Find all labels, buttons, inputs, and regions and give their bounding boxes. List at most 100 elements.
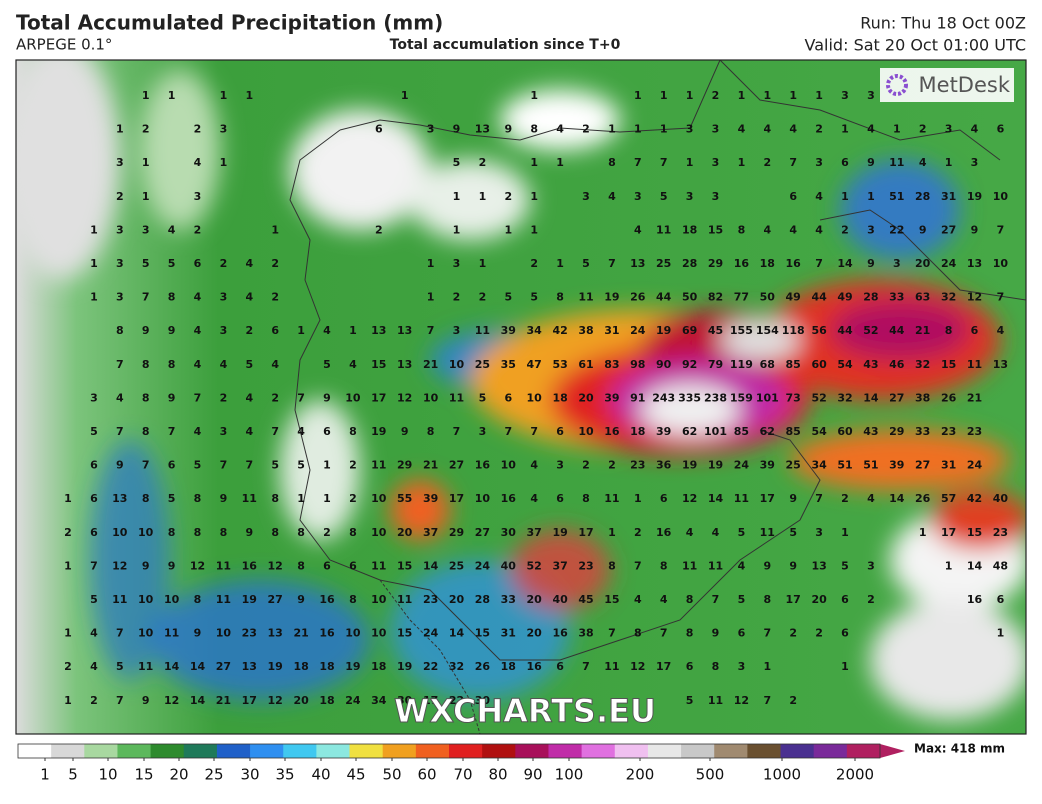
grid-value: 33 <box>889 291 904 304</box>
grid-value: 14 <box>889 492 905 505</box>
grid-value: 37 <box>423 526 438 539</box>
value-grid: 1 1 1 1 1 1 1 1 1 2 1 1 1 1 3 31 2 2 3 6 3 9 13 9 8 4 2 1 1 1 3 3 4 4 4 2 1 4… <box>64 89 1008 707</box>
grid-value: 4 <box>194 291 202 304</box>
grid-value: 10 <box>475 492 491 505</box>
grid-value: 4 <box>919 156 927 169</box>
grid-value: 8 <box>530 123 538 136</box>
grid-value: 1 <box>945 559 953 572</box>
grid-value: 31 <box>941 459 956 472</box>
grid-value: 10 <box>138 627 154 640</box>
grid-value: 35 <box>501 358 516 371</box>
grid-value: 20 <box>449 593 465 606</box>
grid-value: 3 <box>893 257 901 270</box>
grid-value: 1 <box>349 324 357 337</box>
grid-value: 23 <box>993 526 1008 539</box>
grid-value: 9 <box>245 526 253 539</box>
grid-value: 52 <box>527 559 542 572</box>
grid-value: 9 <box>712 627 720 640</box>
grid-value: 6 <box>841 156 849 169</box>
grid-value: 14 <box>967 559 983 572</box>
colorbar-swatch <box>714 744 748 758</box>
grid-value: 30 <box>475 694 491 707</box>
colorbar-swatch <box>614 744 649 758</box>
grid-value: 34 <box>371 694 387 707</box>
grid-value: 1 <box>530 223 538 236</box>
grid-value: 2 <box>271 257 279 270</box>
grid-value: 1 <box>556 156 564 169</box>
grid-value: 34 <box>527 324 543 337</box>
grid-value: 57 <box>941 492 956 505</box>
grid-value: 3 <box>712 156 720 169</box>
grid-value: 8 <box>194 492 202 505</box>
grid-value: 38 <box>915 391 930 404</box>
grid-value: 24 <box>475 559 491 572</box>
grid-value: 3 <box>712 123 720 136</box>
grid-value: 1 <box>323 459 331 472</box>
colorbar-swatch <box>283 744 317 758</box>
colorbar-swatch <box>780 744 815 758</box>
grid-value: 19 <box>604 291 619 304</box>
grid-value: 13 <box>242 660 257 673</box>
grid-value: 7 <box>194 391 202 404</box>
grid-value: 2 <box>349 459 357 472</box>
colorbar-swatch <box>150 744 185 758</box>
grid-value: 4 <box>194 156 202 169</box>
grid-value: 53 <box>552 358 567 371</box>
grid-value: 3 <box>116 156 124 169</box>
grid-value: 8 <box>271 526 279 539</box>
grid-value: 62 <box>682 425 697 438</box>
grid-value: 6 <box>556 492 564 505</box>
grid-value: 1 <box>686 156 694 169</box>
grid-value: 3 <box>712 190 720 203</box>
grid-value: 12 <box>967 291 982 304</box>
grid-value: 7 <box>245 459 253 472</box>
grid-value: 11 <box>734 492 749 505</box>
grid-value: 1 <box>893 123 901 136</box>
grid-value: 69 <box>682 324 697 337</box>
grid-value: 10 <box>371 526 387 539</box>
grid-value: 8 <box>686 593 694 606</box>
colorbar-swatch <box>581 744 616 758</box>
grid-value: 4 <box>971 123 979 136</box>
grid-value: 32 <box>449 660 464 673</box>
grid-value: 14 <box>708 492 724 505</box>
grid-value: 4 <box>116 391 124 404</box>
grid-value: 2 <box>608 459 616 472</box>
grid-value: 10 <box>112 526 128 539</box>
grid-value: 5 <box>194 459 202 472</box>
colorbar-tick-label: 100 <box>555 766 584 784</box>
grid-value: 1 <box>919 526 927 539</box>
grid-value: 2 <box>64 660 72 673</box>
grid-value: 4 <box>686 526 694 539</box>
grid-value: 4 <box>738 123 746 136</box>
grid-value: 19 <box>682 459 697 472</box>
grid-value: 6 <box>168 459 176 472</box>
grid-value: 17 <box>371 391 386 404</box>
grid-value: 7 <box>634 156 642 169</box>
grid-value: 11 <box>708 559 723 572</box>
colorbar-swatch <box>117 744 152 758</box>
grid-value: 119 <box>730 358 753 371</box>
grid-value: 7 <box>763 627 771 640</box>
grid-value: 6 <box>841 627 849 640</box>
grid-value: 7 <box>297 391 305 404</box>
grid-value: 6 <box>686 660 694 673</box>
grid-value: 2 <box>323 526 331 539</box>
grid-value: 3 <box>90 391 98 404</box>
colorbar-swatch <box>681 744 715 758</box>
grid-value: 1 <box>64 559 72 572</box>
model-name: ARPEGE 0.1° <box>16 36 112 54</box>
colorbar-tick-label: 2000 <box>836 766 874 784</box>
grid-value: 8 <box>168 291 176 304</box>
grid-value: 36 <box>656 459 672 472</box>
grid-value: 3 <box>220 324 228 337</box>
grid-value: 14 <box>190 694 206 707</box>
grid-value: 1 <box>634 492 642 505</box>
grid-value: 98 <box>630 358 645 371</box>
grid-value: 335 <box>678 391 701 404</box>
grid-value: 11 <box>112 593 127 606</box>
grid-value: 10 <box>371 627 387 640</box>
grid-value: 4 <box>168 223 176 236</box>
grid-value: 5 <box>142 257 150 270</box>
grid-value: 4 <box>245 425 253 438</box>
